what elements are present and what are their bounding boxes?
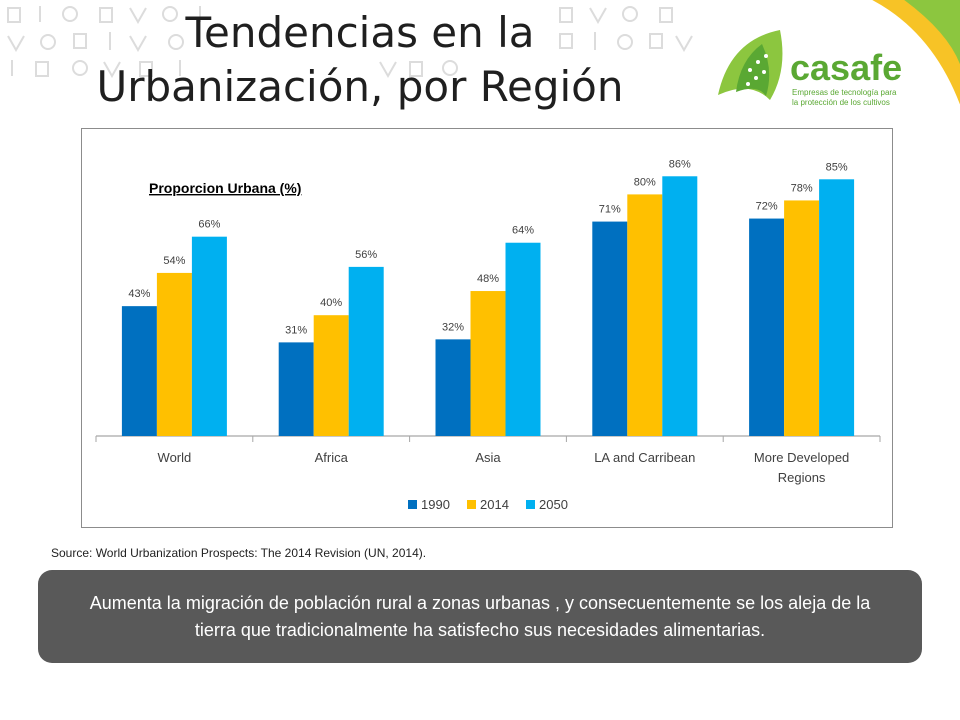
bar-2050-2 <box>505 242 541 436</box>
bar-1990-4 <box>749 218 785 436</box>
data-label: 32% <box>442 321 464 333</box>
bar-2014-2 <box>470 291 506 436</box>
bar-2014-1 <box>313 315 349 436</box>
data-label: 72% <box>756 201 778 213</box>
title-line-2: Urbanización, por Región <box>96 62 624 111</box>
bar-1990-2 <box>435 339 471 436</box>
logo-wordmark: casafe <box>790 47 902 88</box>
data-label: 31% <box>285 324 307 336</box>
legend-swatch <box>526 500 535 509</box>
decorative-pattern <box>7 6 693 79</box>
chart-title: Proporcion Urbana (%) <box>149 180 301 196</box>
bar-2014-3 <box>627 194 663 436</box>
legend-label: 2050 <box>539 497 568 512</box>
data-label: 86% <box>669 158 691 170</box>
source-note: Source: World Urbanization Prospects: Th… <box>51 546 427 560</box>
legend-label: 2014 <box>480 497 509 512</box>
data-label: 56% <box>355 249 377 261</box>
data-label: 71% <box>599 204 621 216</box>
bar-2050-0 <box>191 236 227 436</box>
data-label: 54% <box>163 255 185 267</box>
data-label: 64% <box>512 225 534 237</box>
bar-2014-0 <box>156 272 192 436</box>
slide-title: Tendencias en la Urbanización, por Regió… <box>60 6 660 114</box>
bar-1990-0 <box>121 306 157 436</box>
bar-2050-1 <box>348 266 384 436</box>
legend-swatch <box>408 500 417 509</box>
bar-2050-4 <box>819 179 855 437</box>
chart-frame: Proporcion Urbana (%) 43% 54% 66% World 31% 4… <box>81 128 893 528</box>
data-label: 78% <box>791 182 813 194</box>
bar-1990-1 <box>278 342 314 436</box>
category-label: Regions <box>778 470 826 485</box>
data-label: 48% <box>477 273 499 285</box>
logo-tagline-2: la protección de los cultivos <box>792 98 890 107</box>
legend-label: 1990 <box>421 497 450 512</box>
category-label: Asia <box>475 450 501 465</box>
category-label: LA and Carribean <box>594 450 695 465</box>
bar-2014-4 <box>784 200 820 436</box>
bar-2050-3 <box>662 176 698 436</box>
summary-banner: Aumenta la migración de población rural … <box>38 570 922 663</box>
data-label: 80% <box>634 176 656 188</box>
data-label: 66% <box>198 219 220 231</box>
casafe-logo: casafe Empresas de tecnología para la pr… <box>718 0 960 107</box>
data-label: 40% <box>320 297 342 309</box>
bar-chart: Proporcion Urbana (%) 43% 54% 66% World 31% 4… <box>95 158 881 512</box>
logo-tagline-1: Empresas de tecnología para <box>792 88 897 97</box>
category-label: Africa <box>315 450 349 465</box>
category-label: World <box>158 450 192 465</box>
bar-1990-3 <box>592 221 628 436</box>
data-label: 43% <box>128 288 150 300</box>
category-label: More Developed <box>754 450 849 465</box>
summary-text: Aumenta la migración de población rural … <box>89 592 871 640</box>
title-line-1: Tendencias en la <box>185 8 535 57</box>
legend-swatch <box>467 500 476 509</box>
data-label: 85% <box>826 161 848 173</box>
